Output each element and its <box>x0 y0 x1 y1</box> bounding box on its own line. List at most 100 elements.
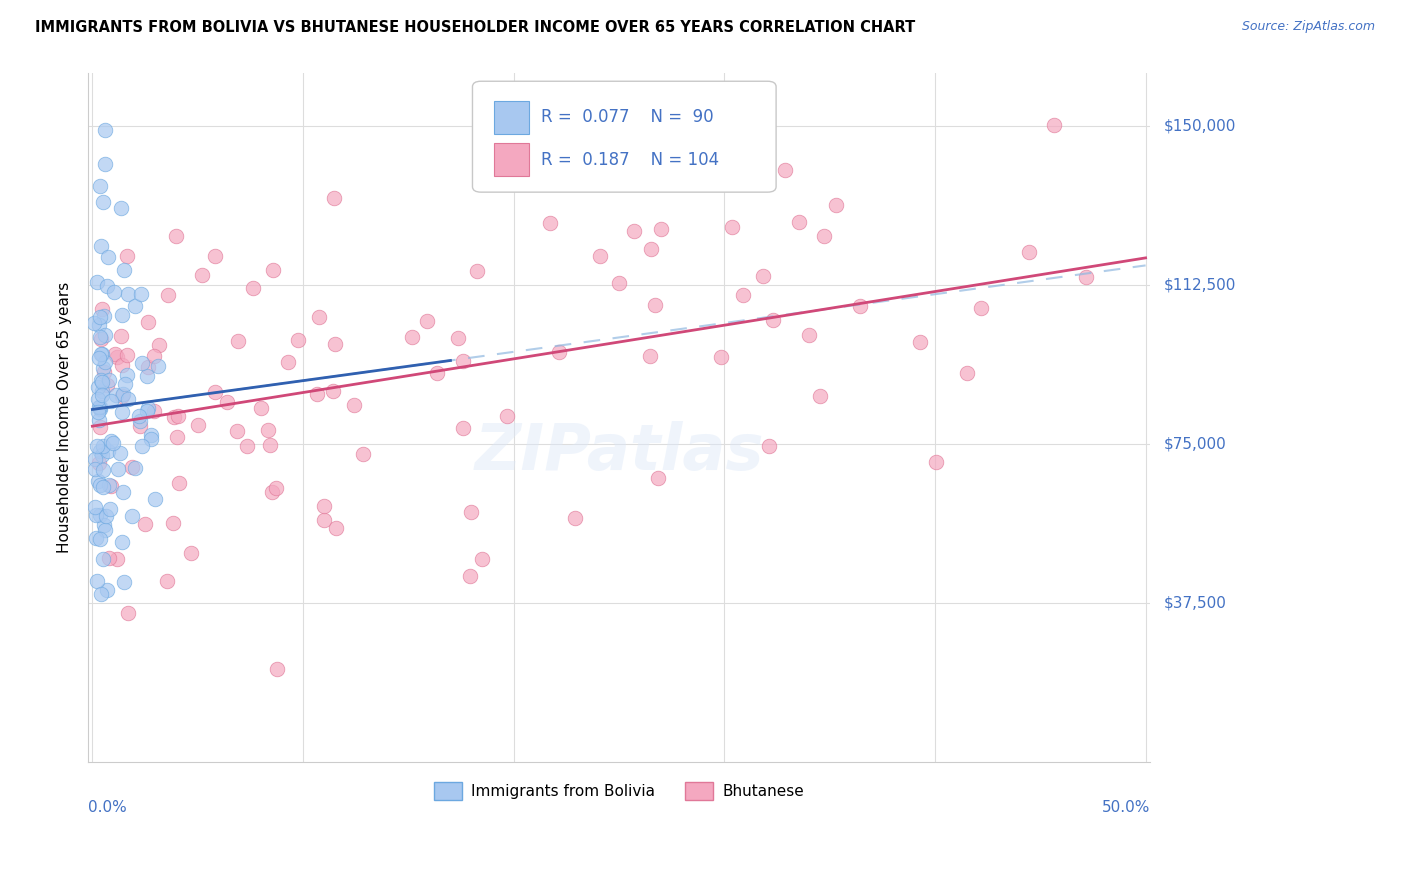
Point <box>312 513 335 527</box>
Point <box>242 280 264 294</box>
Point <box>104 388 127 402</box>
Point <box>710 350 733 364</box>
Point <box>215 394 238 409</box>
Point <box>114 376 136 391</box>
Point <box>139 432 162 446</box>
Point <box>956 366 979 380</box>
Point <box>84 462 107 476</box>
Point <box>90 376 112 390</box>
Point <box>644 297 666 311</box>
Point <box>538 216 561 230</box>
Point <box>548 345 571 359</box>
Point <box>89 508 111 522</box>
Point <box>90 332 112 346</box>
Text: $75,000: $75,000 <box>1164 436 1226 451</box>
Point <box>451 353 474 368</box>
Text: $150,000: $150,000 <box>1164 119 1236 134</box>
Point <box>167 409 190 423</box>
Point <box>165 228 187 243</box>
Point <box>104 347 127 361</box>
Point <box>107 462 129 476</box>
Point <box>124 460 146 475</box>
Point <box>91 347 114 361</box>
Point <box>110 404 132 418</box>
Point <box>163 410 186 425</box>
Point <box>458 568 481 582</box>
Point <box>90 587 112 601</box>
FancyBboxPatch shape <box>472 81 776 192</box>
Point <box>97 250 120 264</box>
Point <box>114 574 136 589</box>
Point <box>105 552 128 566</box>
Text: 50.0%: 50.0% <box>1101 799 1150 814</box>
Point <box>111 358 134 372</box>
Point <box>110 389 132 403</box>
Point <box>588 249 610 263</box>
Point <box>124 299 146 313</box>
Point <box>89 401 111 416</box>
Text: IMMIGRANTS FROM BOLIVIA VS BHUTANESE HOUSEHOLDER INCOME OVER 65 YEARS CORRELATIO: IMMIGRANTS FROM BOLIVIA VS BHUTANESE HOU… <box>35 20 915 35</box>
Point <box>136 401 159 416</box>
Point <box>93 310 115 324</box>
Point <box>96 508 118 523</box>
Point <box>90 347 112 361</box>
Point <box>471 552 494 566</box>
Point <box>84 500 107 515</box>
Point <box>108 446 131 460</box>
Point <box>110 329 132 343</box>
Point <box>90 238 112 252</box>
Point <box>401 329 423 343</box>
Point <box>204 384 226 399</box>
Point <box>162 516 184 530</box>
Point <box>277 355 299 369</box>
Point <box>91 439 114 453</box>
Point <box>638 349 661 363</box>
Point <box>128 409 150 423</box>
Bar <box>494 101 529 134</box>
Point <box>117 392 139 406</box>
Point <box>134 516 156 531</box>
Point <box>91 301 114 316</box>
Point <box>83 316 105 330</box>
Point <box>128 414 150 428</box>
Point <box>314 500 336 514</box>
Point <box>89 401 111 415</box>
Point <box>90 384 112 398</box>
Point <box>650 222 672 236</box>
Point <box>262 263 284 277</box>
Point <box>640 242 662 256</box>
Point <box>1076 270 1098 285</box>
Point <box>343 398 366 412</box>
Point <box>322 191 344 205</box>
Point <box>623 224 645 238</box>
Point <box>156 574 179 589</box>
Point <box>1018 244 1040 259</box>
Point <box>169 476 191 491</box>
Point <box>186 417 208 432</box>
Point <box>148 338 170 352</box>
Point <box>89 420 111 434</box>
Point <box>121 508 143 523</box>
Point <box>849 299 872 313</box>
Point <box>87 318 110 333</box>
Point <box>135 404 157 418</box>
Legend: Immigrants from Bolivia, Bhutanese: Immigrants from Bolivia, Bhutanese <box>427 776 810 805</box>
Point <box>323 337 346 351</box>
Point <box>87 413 110 427</box>
Point <box>91 463 114 477</box>
Point <box>129 418 152 433</box>
Point <box>908 335 931 350</box>
Point <box>112 485 135 500</box>
Point <box>87 405 110 419</box>
Point <box>264 482 287 496</box>
Point <box>89 456 111 470</box>
Point <box>305 386 328 401</box>
Point <box>90 373 112 387</box>
Point <box>94 123 117 137</box>
Point <box>970 301 993 316</box>
Point <box>135 368 157 383</box>
Point <box>115 368 138 383</box>
Point <box>111 308 134 322</box>
Point <box>96 443 118 458</box>
Text: ZIPatlas: ZIPatlas <box>474 421 763 483</box>
